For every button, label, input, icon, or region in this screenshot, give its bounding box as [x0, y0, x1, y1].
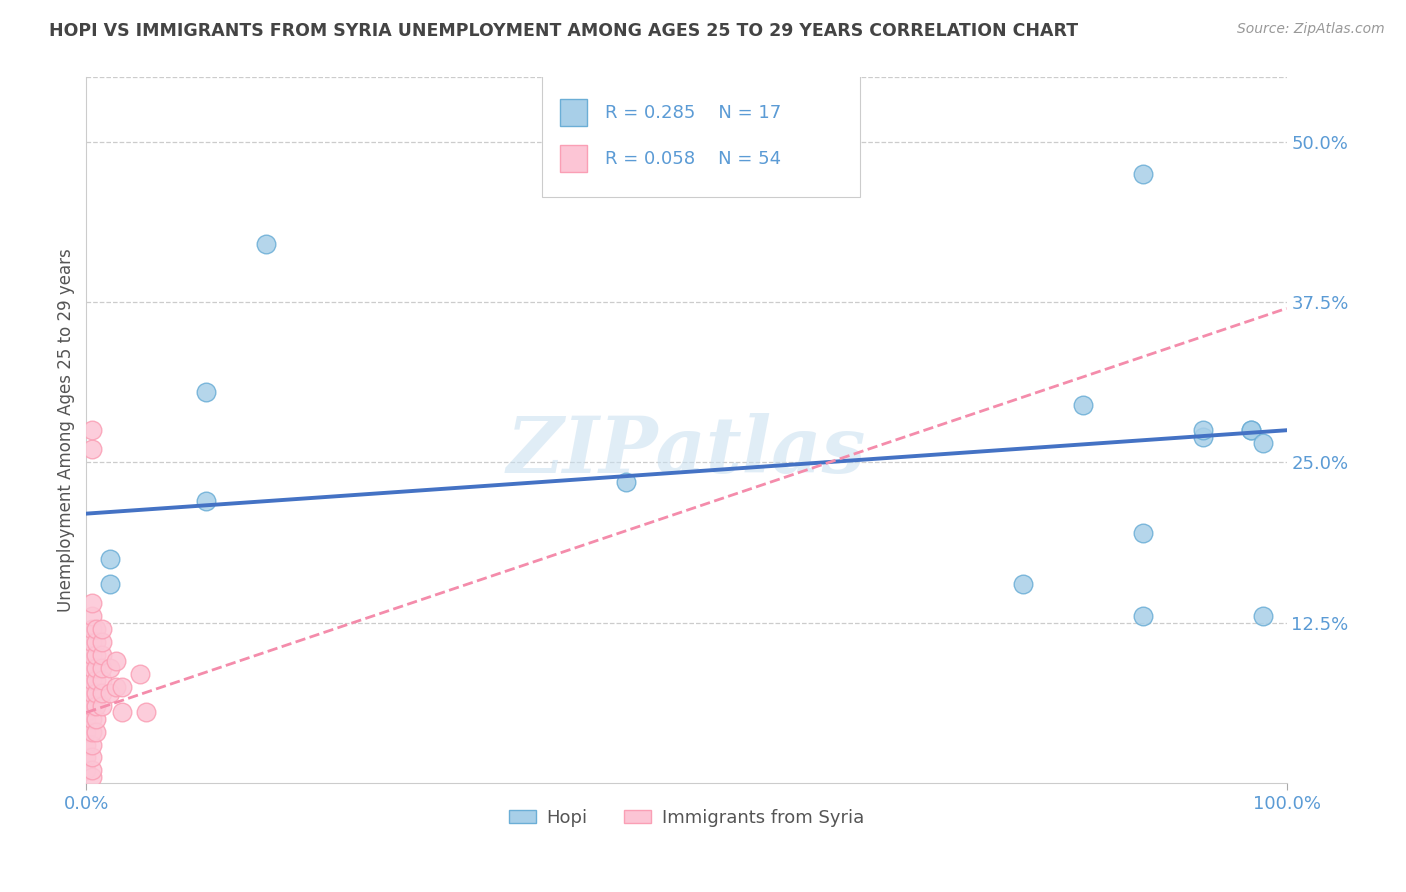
Point [82, 609, 104, 624]
Point [84, 635, 107, 649]
Point [82, 673, 104, 688]
Point [82, 635, 104, 649]
Point [82, 423, 104, 437]
Point [1011, 577, 1033, 591]
Point [90, 635, 112, 649]
Point [84, 724, 107, 739]
Point [82, 738, 104, 752]
Text: R = 0.058    N = 54: R = 0.058 N = 54 [605, 150, 780, 168]
Point [82, 763, 104, 777]
Point [84, 712, 107, 726]
Point [195, 493, 218, 508]
Point [75, 724, 97, 739]
Point [1191, 430, 1213, 444]
Point [84, 686, 107, 700]
FancyBboxPatch shape [543, 70, 860, 197]
Text: HOPI VS IMMIGRANTS FROM SYRIA UNEMPLOYMENT AMONG AGES 25 TO 29 YEARS CORRELATION: HOPI VS IMMIGRANTS FROM SYRIA UNEMPLOYME… [49, 22, 1078, 40]
Point [1132, 609, 1154, 624]
Point [616, 475, 638, 489]
Point [75, 686, 97, 700]
Point [105, 680, 128, 694]
Point [90, 686, 112, 700]
Point [90, 648, 112, 662]
Point [84, 699, 107, 714]
Point [111, 680, 134, 694]
Point [75, 706, 97, 720]
FancyBboxPatch shape [561, 145, 586, 172]
Point [82, 770, 104, 784]
Point [75, 692, 97, 706]
Point [98, 577, 121, 591]
Point [90, 673, 112, 688]
Point [75, 738, 97, 752]
Point [75, 667, 97, 681]
Point [75, 680, 97, 694]
Point [90, 660, 112, 674]
Point [82, 442, 104, 457]
FancyBboxPatch shape [561, 99, 586, 126]
Point [82, 648, 104, 662]
Point [84, 648, 107, 662]
Point [75, 673, 97, 688]
Point [75, 660, 97, 674]
Point [75, 750, 97, 764]
Point [84, 673, 107, 688]
Point [1251, 609, 1274, 624]
Text: Source: ZipAtlas.com: Source: ZipAtlas.com [1237, 22, 1385, 37]
Point [111, 706, 134, 720]
Point [129, 667, 152, 681]
Point [1191, 423, 1213, 437]
Point [1251, 436, 1274, 450]
Point [84, 660, 107, 674]
Text: ZIPatlas: ZIPatlas [506, 413, 866, 490]
Point [1239, 423, 1261, 437]
Point [82, 660, 104, 674]
Point [135, 706, 157, 720]
Point [82, 699, 104, 714]
Point [84, 622, 107, 636]
Point [82, 712, 104, 726]
Point [98, 551, 121, 566]
Point [75, 699, 97, 714]
Point [98, 686, 121, 700]
Point [1071, 398, 1094, 412]
Point [75, 712, 97, 726]
Point [254, 237, 277, 252]
Point [98, 660, 121, 674]
Point [82, 724, 104, 739]
Point [82, 750, 104, 764]
Point [1239, 423, 1261, 437]
Point [1132, 525, 1154, 540]
Point [82, 596, 104, 610]
Point [75, 763, 97, 777]
Point [105, 654, 128, 668]
Point [195, 384, 218, 399]
Point [82, 622, 104, 636]
Y-axis label: Unemployment Among Ages 25 to 29 years: Unemployment Among Ages 25 to 29 years [58, 248, 75, 612]
Point [90, 699, 112, 714]
Point [90, 622, 112, 636]
Text: R = 0.285    N = 17: R = 0.285 N = 17 [605, 103, 782, 121]
Point [82, 686, 104, 700]
Point [1132, 167, 1154, 181]
Legend: Hopi, Immigrants from Syria: Hopi, Immigrants from Syria [502, 802, 872, 834]
